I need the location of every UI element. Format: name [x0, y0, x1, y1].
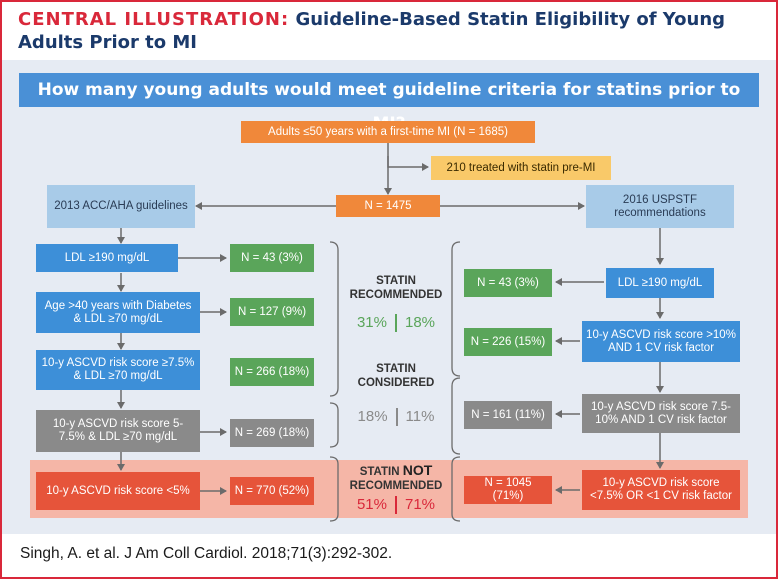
right-count-1: N = 43 (3%) [464, 269, 552, 297]
considered-right-pct: 11% [405, 408, 435, 425]
left-count-1: N = 43 (3%) [230, 244, 314, 272]
left-count-3: N = 266 (18%) [230, 358, 314, 386]
recommended-divider [395, 314, 397, 333]
not-recommended-not: NOT [402, 462, 433, 478]
header-prefix: CENTRAL ILLUSTRATION: [18, 9, 290, 30]
header-title: CENTRAL ILLUSTRATION: Guideline-Based St… [18, 8, 758, 54]
not-recommended-right-pct: 71% [405, 496, 436, 513]
citation: Singh, A. et al. J Am Coll Cardiol. 2018… [20, 545, 393, 562]
not-recommended-label-line-2: RECOMMENDED [349, 480, 443, 492]
not-recommended-left-pct: 51% [356, 496, 387, 513]
considered-divider [395, 408, 398, 427]
recommended-right-pct: 18% [405, 314, 436, 331]
left-count-5: N = 770 (52%) [230, 477, 314, 505]
right-criterion-2: 10-y ASCVD risk score >10% AND 1 CV risk… [582, 321, 740, 362]
left-criterion-4: 10-y ASCVD risk score 5-7.5% & LDL ≥70 m… [36, 410, 200, 452]
remaining-box: N = 1475 [336, 195, 440, 217]
left-criterion-3: 10-y ASCVD risk score ≥7.5% & LDL ≥70 mg… [36, 350, 200, 390]
recommended-left-pct: 31% [356, 314, 387, 331]
not-recommended-percentages: 51% 71% [340, 496, 452, 515]
recommended-label-line-1: STATIN [376, 275, 416, 287]
right-guideline-box: 2016 USPSTF recommendations [586, 185, 734, 228]
considered-label-line-1: STATIN [376, 363, 416, 375]
right-count-2: N = 226 (15%) [464, 328, 552, 356]
considered-left-pct: 18% [357, 408, 388, 425]
left-count-4: N = 269 (18%) [230, 419, 314, 447]
recommended-percentages: 31% 18% [340, 314, 452, 333]
considered-label-line-2: CONSIDERED [357, 377, 435, 389]
left-criterion-2: Age >40 years with Diabetes & LDL ≥70 mg… [36, 292, 200, 333]
not-recommended-label-line-1: STATIN NOT [340, 463, 452, 479]
left-guideline-box: 2013 ACC/AHA guidelines [47, 185, 195, 228]
right-count-4: N = 1045 (71%) [464, 476, 552, 504]
considered-label: STATIN CONSIDERED [340, 362, 452, 390]
right-criterion-1: LDL ≥190 mg/dL [606, 268, 714, 298]
right-criterion-3: 10-y ASCVD risk score 7.5-10% AND 1 CV r… [582, 394, 740, 433]
treated-box: 210 treated with statin pre-MI [431, 156, 611, 180]
right-count-3: N = 161 (11%) [464, 401, 552, 429]
left-criterion-1: LDL ≥190 mg/dL [36, 244, 178, 272]
right-criterion-4: 10-y ASCVD risk score <7.5% OR <1 CV ris… [582, 470, 740, 510]
not-recommended-label: STATIN NOT RECOMMENDED [340, 463, 452, 493]
question-banner: How many young adults would meet guideli… [19, 73, 759, 134]
header-title-text: Guideline-Based Statin Eligibility of Yo… [18, 9, 726, 53]
recommended-label-line-2: RECOMMENDED [349, 289, 443, 301]
left-criterion-5: 10-y ASCVD risk score <5% [36, 472, 200, 510]
not-recommended-statin: STATIN [359, 466, 400, 478]
population-box: Adults ≤50 years with a first-time MI (N… [241, 121, 535, 143]
left-count-2: N = 127 (9%) [230, 298, 314, 326]
recommended-label: STATIN RECOMMENDED [340, 274, 452, 302]
considered-percentages: 18% 11% [340, 408, 452, 427]
not-recommended-divider [395, 496, 397, 515]
